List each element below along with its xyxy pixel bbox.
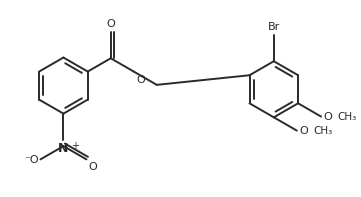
- Text: O: O: [136, 74, 145, 85]
- Text: ⁻O: ⁻O: [24, 155, 39, 165]
- Text: O: O: [299, 126, 308, 136]
- Text: CH₃: CH₃: [337, 112, 357, 122]
- Text: N: N: [58, 142, 69, 155]
- Text: CH₃: CH₃: [313, 126, 332, 136]
- Text: O: O: [89, 162, 97, 172]
- Text: +: +: [71, 141, 79, 151]
- Text: O: O: [106, 19, 115, 29]
- Text: O: O: [323, 112, 332, 122]
- Text: Br: Br: [268, 22, 280, 33]
